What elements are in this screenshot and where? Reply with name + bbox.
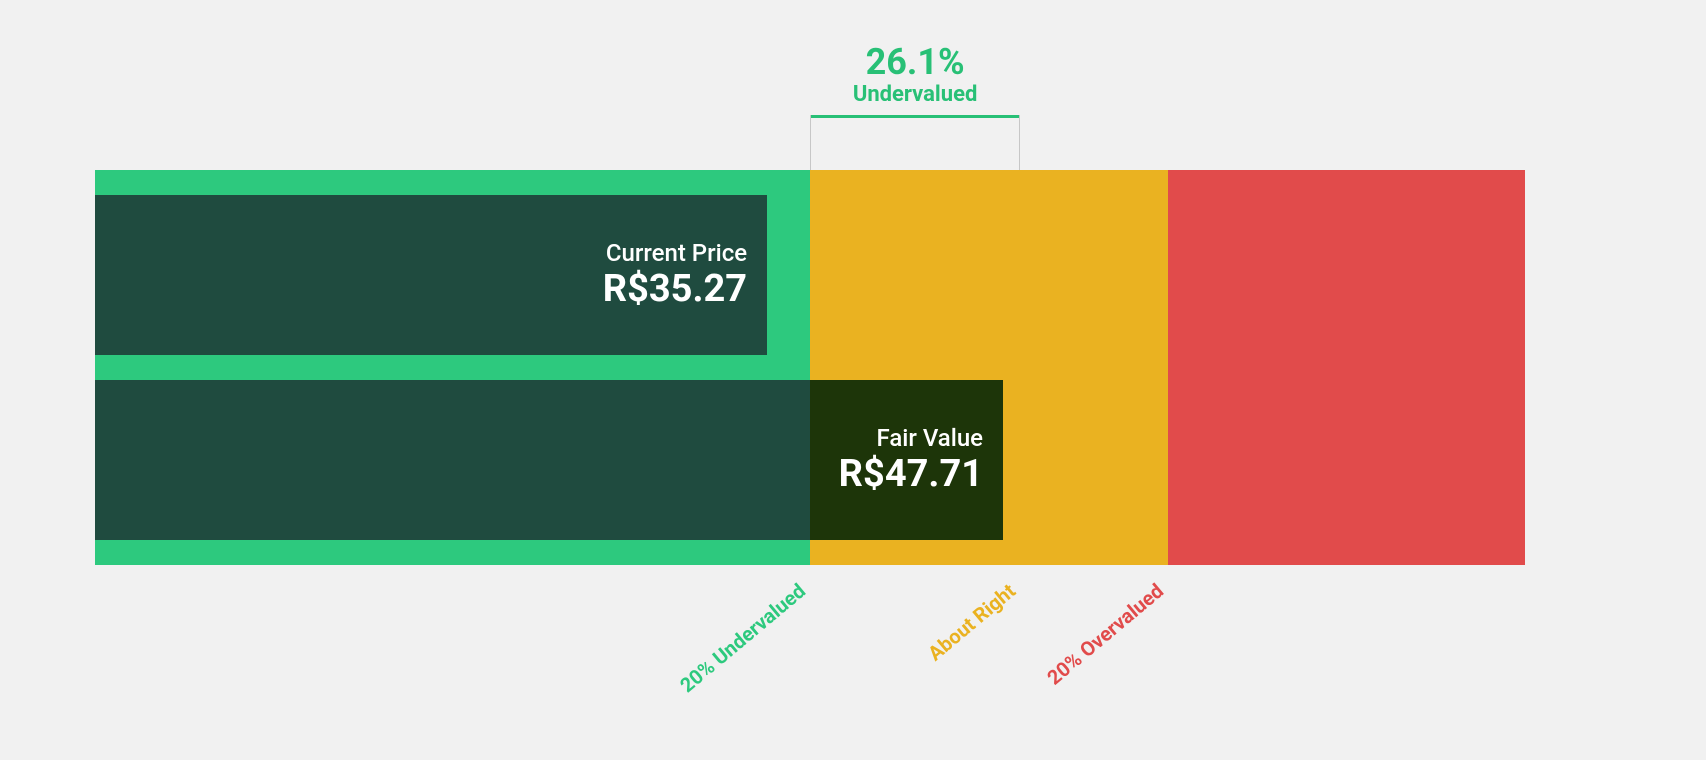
fair-value-text: Fair Value R$47.71: [839, 424, 983, 496]
valuation-status: Undervalued: [785, 83, 1045, 107]
current-price-text: Current Price R$35.27: [603, 239, 747, 311]
axis-label-undervalued: 20% Undervalued: [641, 579, 810, 726]
valuation-chart: Current Price R$35.27 Fair Value R$47.71: [95, 170, 1525, 565]
overvalued-zone: [1168, 170, 1526, 565]
fair-value-value: R$47.71: [839, 452, 983, 496]
valuation-header: 26.1% Undervalued: [785, 43, 1045, 107]
fair-value-bar: Fair Value R$47.71: [95, 380, 1003, 540]
current-price-value: R$35.27: [603, 267, 747, 311]
valuation-gap-bracket: [810, 115, 1020, 170]
current-price-label: Current Price: [603, 239, 747, 267]
current-price-bar: Current Price R$35.27: [95, 195, 767, 355]
bracket-top: [810, 115, 1020, 118]
fair-value-label: Fair Value: [839, 424, 983, 452]
bracket-right: [1019, 115, 1020, 170]
valuation-percent: 26.1%: [785, 43, 1045, 83]
axis-label-about-right: About Right: [852, 579, 1021, 726]
axis-label-overvalued: 20% Overvalued: [999, 579, 1168, 726]
bracket-left: [810, 115, 811, 170]
